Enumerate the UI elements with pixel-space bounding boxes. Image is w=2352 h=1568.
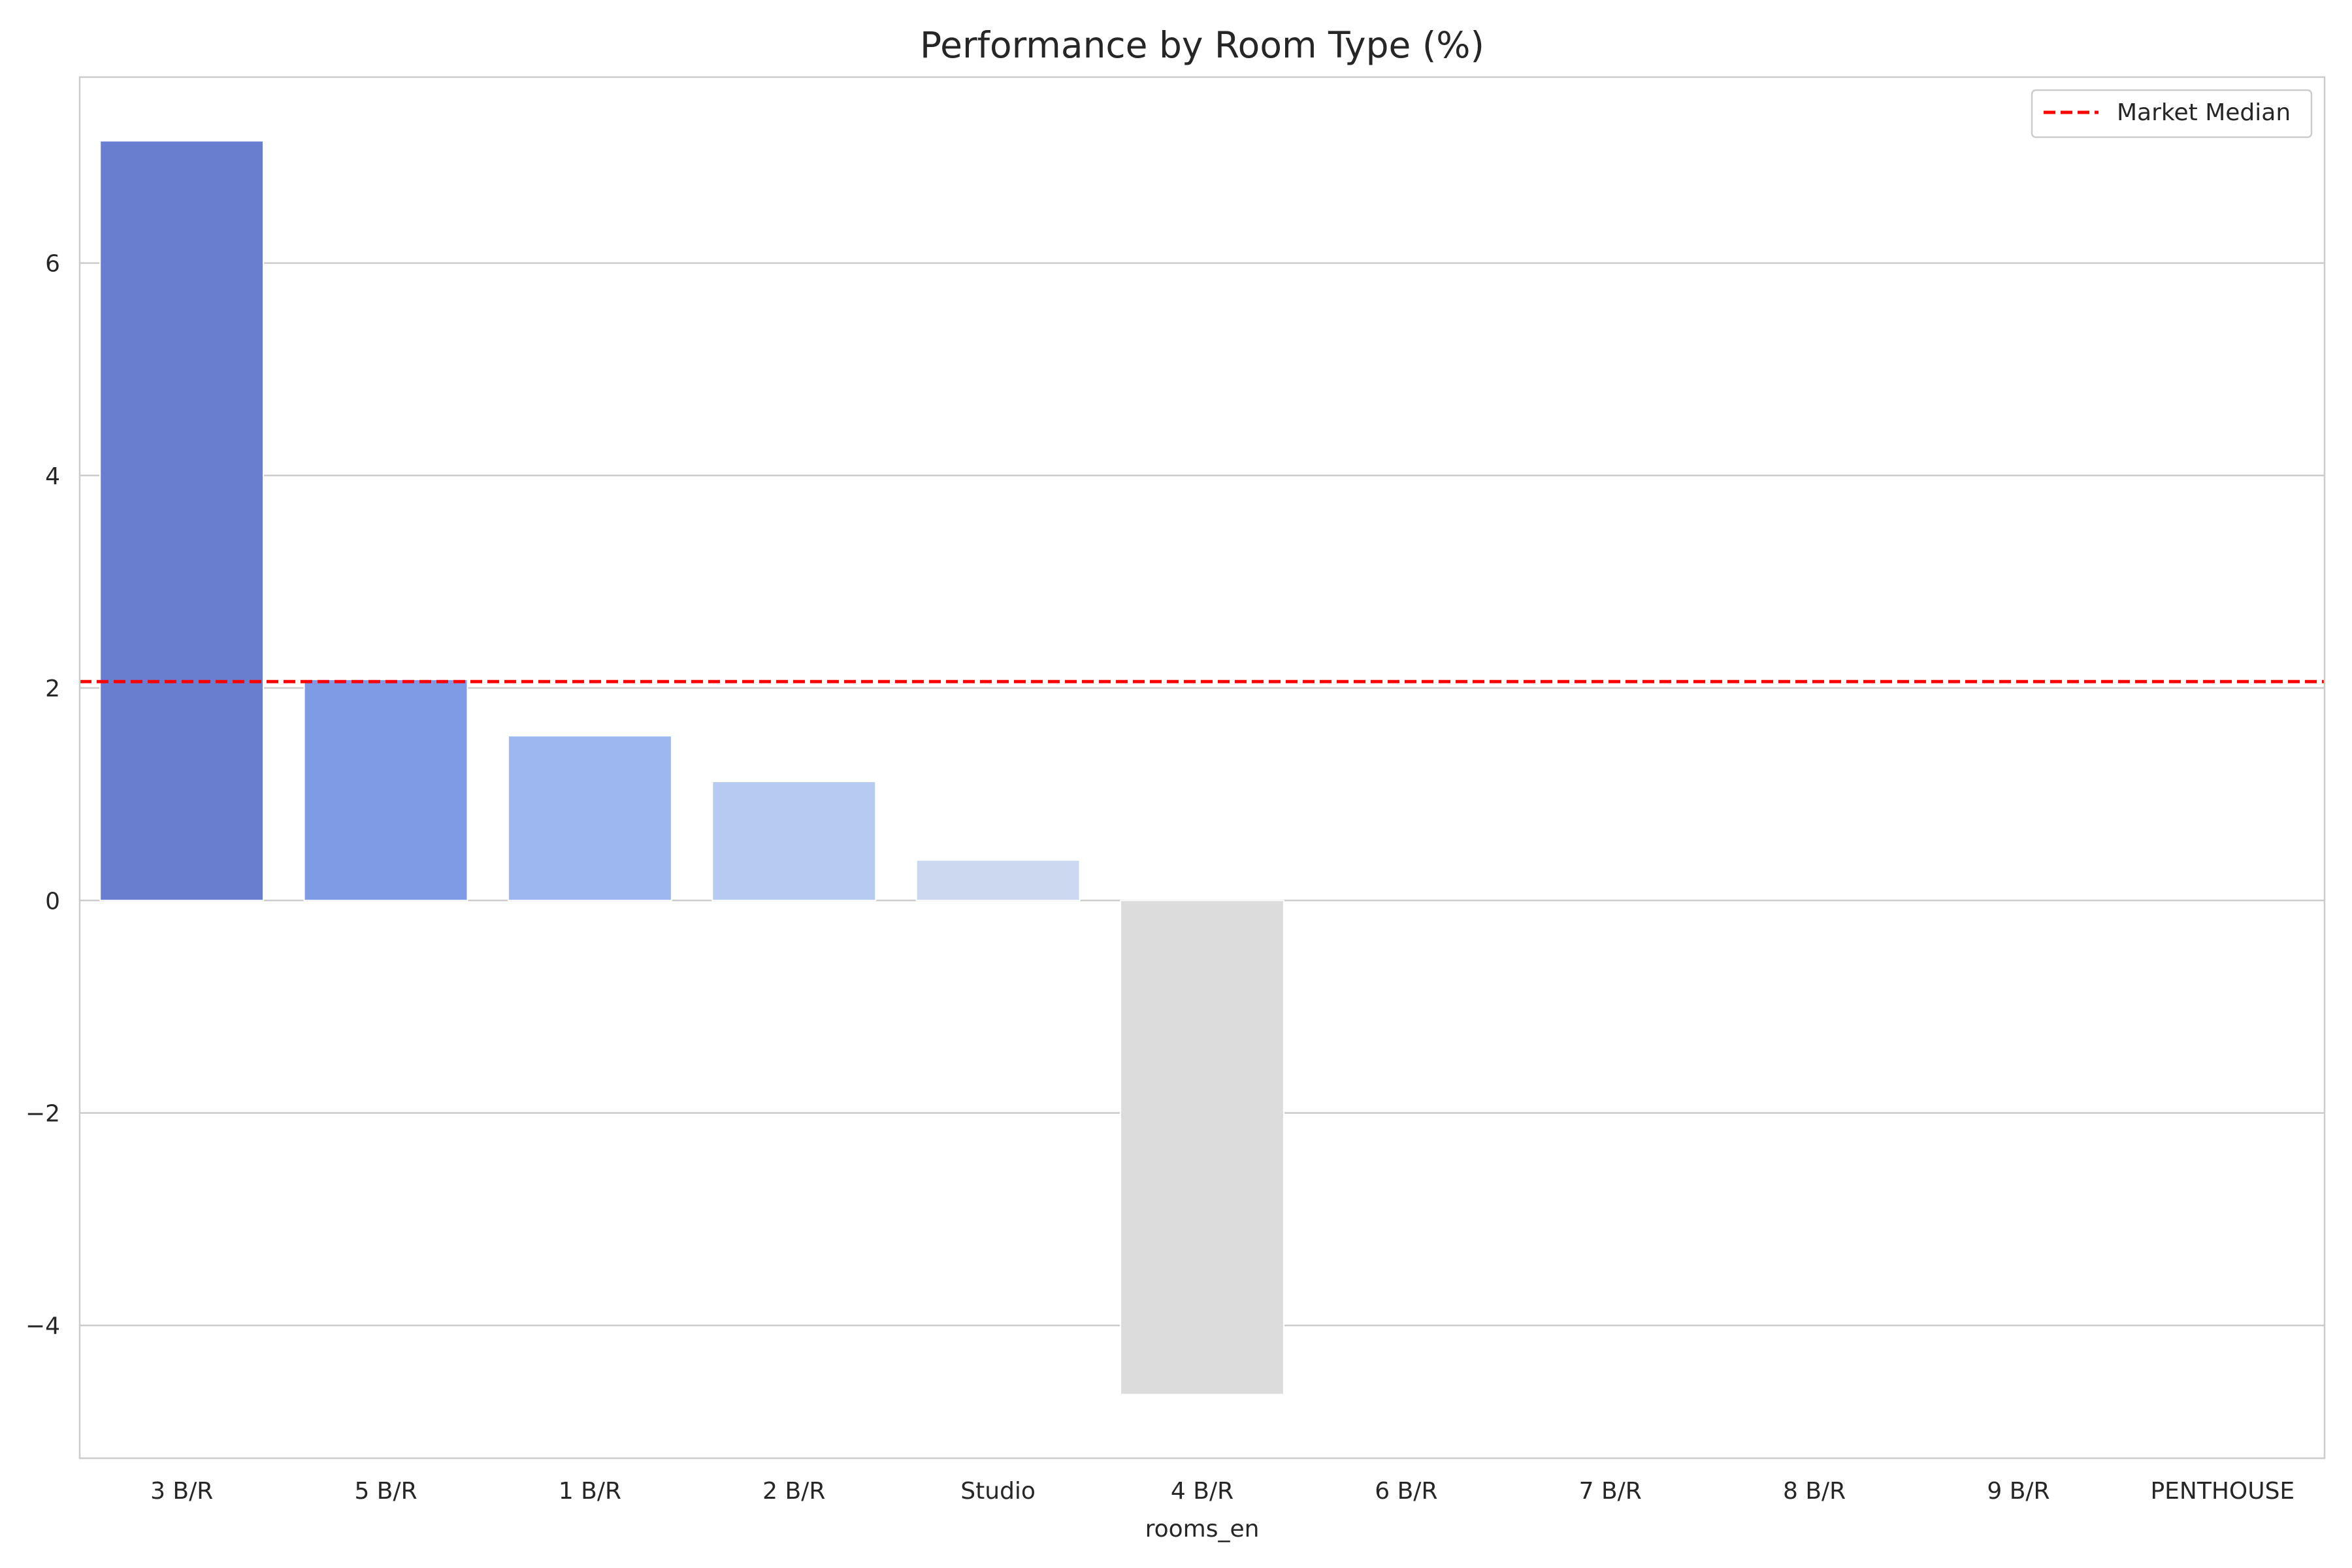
legend-label: Market Median (2117, 99, 2291, 126)
x-tick-label: 8 B/R (1783, 1478, 1846, 1505)
y-tick-label: 4 (45, 463, 60, 490)
legend: Market Median (2031, 89, 2313, 139)
x-tick-label: 7 B/R (1579, 1478, 1642, 1505)
x-tick-label: 3 B/R (150, 1478, 213, 1505)
bar (711, 781, 877, 902)
x-tick-label: 9 B/R (1987, 1478, 2050, 1505)
y-tick-label: 0 (45, 888, 60, 915)
bar (1120, 900, 1284, 1396)
x-tick-labels: 3 B/R 5 B/R 1 B/R 2 B/R Studio 4 B/R 6 B/R 7 B/… (150, 1478, 2295, 1505)
x-tick-label: PENTHOUSE (2150, 1478, 2295, 1505)
x-tick-label: 1 B/R (559, 1478, 621, 1505)
y-tick-label: −4 (25, 1313, 60, 1340)
x-tick-label: 2 B/R (762, 1478, 825, 1505)
y-tick-labels: −4 −2 0 2 4 6 (25, 251, 60, 1340)
y-tick-label: 2 (45, 676, 60, 702)
bar (303, 679, 468, 902)
x-tick-label: Studio (960, 1478, 1036, 1505)
bar (915, 859, 1081, 902)
x-tick-label: 5 B/R (354, 1478, 417, 1505)
y-tick-label: 6 (45, 251, 60, 278)
bar (99, 140, 265, 902)
chart-title: Performance by Room Type (%) (920, 24, 1484, 66)
plot-frame (78, 76, 2326, 1460)
y-tick-label: −2 (25, 1101, 60, 1128)
bars (99, 140, 1284, 1396)
x-axis-label: rooms_en (1145, 1516, 1260, 1543)
x-tick-label: 4 B/R (1171, 1478, 1233, 1505)
bar (507, 735, 672, 902)
x-tick-label: 6 B/R (1375, 1478, 1437, 1505)
legend-box (2031, 89, 2313, 139)
